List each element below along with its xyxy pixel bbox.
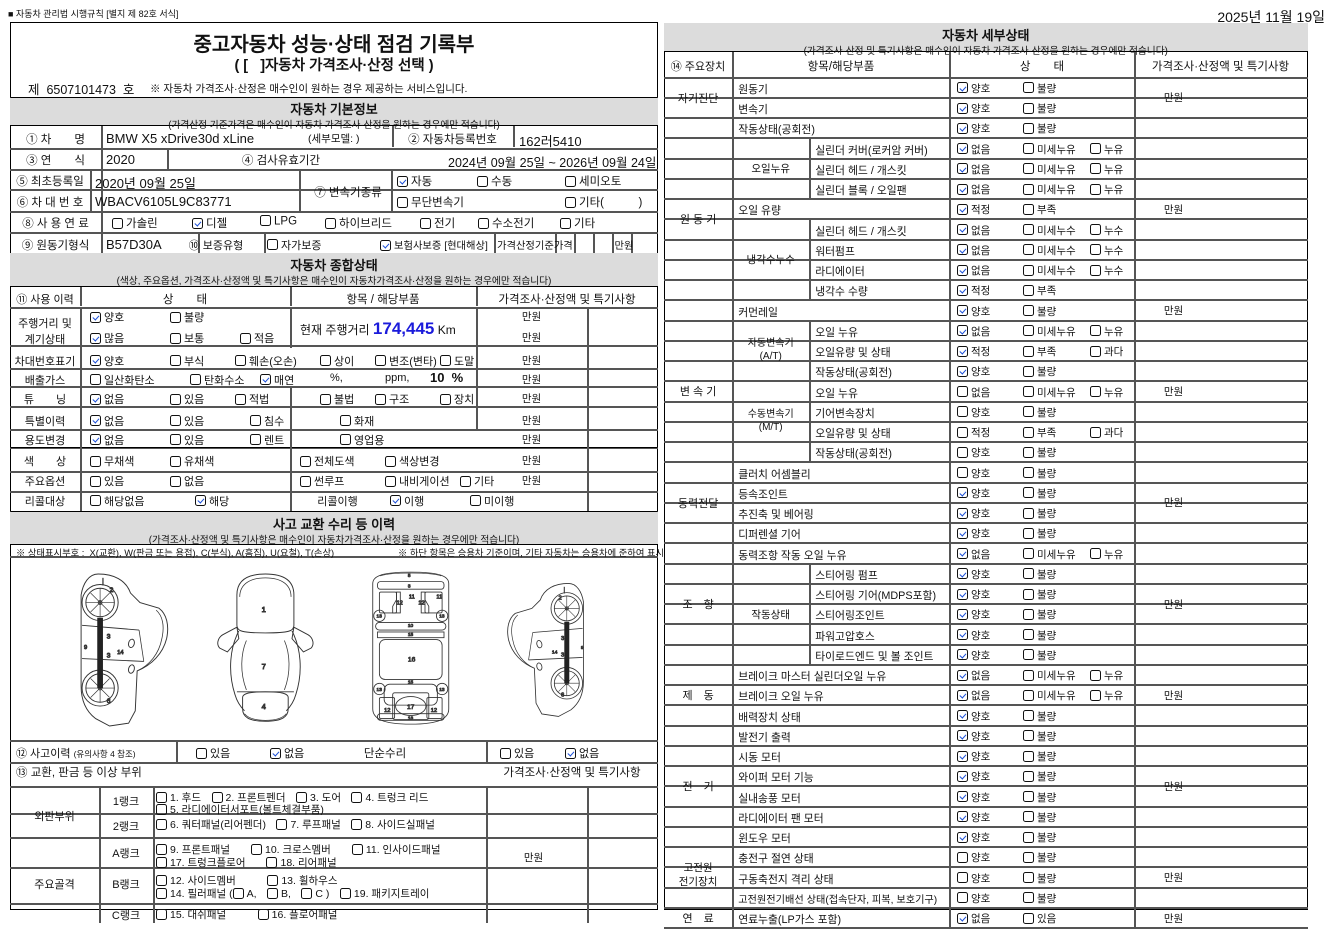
svg-text:3: 3 <box>561 636 564 642</box>
svg-text:13: 13 <box>439 614 445 620</box>
svg-text:11: 11 <box>409 595 415 601</box>
svg-text:6: 6 <box>107 698 111 705</box>
svg-text:3: 3 <box>107 634 111 641</box>
svg-text:14: 14 <box>552 649 558 655</box>
svg-text:12: 12 <box>431 708 437 714</box>
svg-text:2: 2 <box>558 595 561 601</box>
svg-text:13: 13 <box>439 687 445 693</box>
svg-text:15: 15 <box>408 679 414 685</box>
svg-text:3: 3 <box>107 653 111 660</box>
svg-text:9: 9 <box>84 645 87 651</box>
svg-text:12: 12 <box>418 600 424 606</box>
svg-text:16: 16 <box>408 656 416 663</box>
svg-text:11: 11 <box>436 595 442 601</box>
svg-text:3: 3 <box>408 583 411 589</box>
svg-text:9: 9 <box>581 645 584 651</box>
svg-text:15: 15 <box>408 632 414 638</box>
svg-text:4: 4 <box>262 702 266 711</box>
svg-text:13: 13 <box>377 687 383 693</box>
svg-text:10: 10 <box>408 623 414 629</box>
svg-text:12: 12 <box>397 600 403 606</box>
svg-text:2: 2 <box>110 587 114 594</box>
svg-text:3: 3 <box>561 653 564 659</box>
svg-text:5: 5 <box>408 573 411 579</box>
svg-text:17: 17 <box>407 704 415 711</box>
svg-text:1: 1 <box>262 605 266 614</box>
svg-text:18: 18 <box>408 715 414 721</box>
svg-text:13: 13 <box>377 614 383 620</box>
svg-text:14: 14 <box>117 650 123 656</box>
svg-text:7: 7 <box>262 662 266 671</box>
svg-text:6: 6 <box>561 693 564 699</box>
svg-text:12: 12 <box>384 708 390 714</box>
